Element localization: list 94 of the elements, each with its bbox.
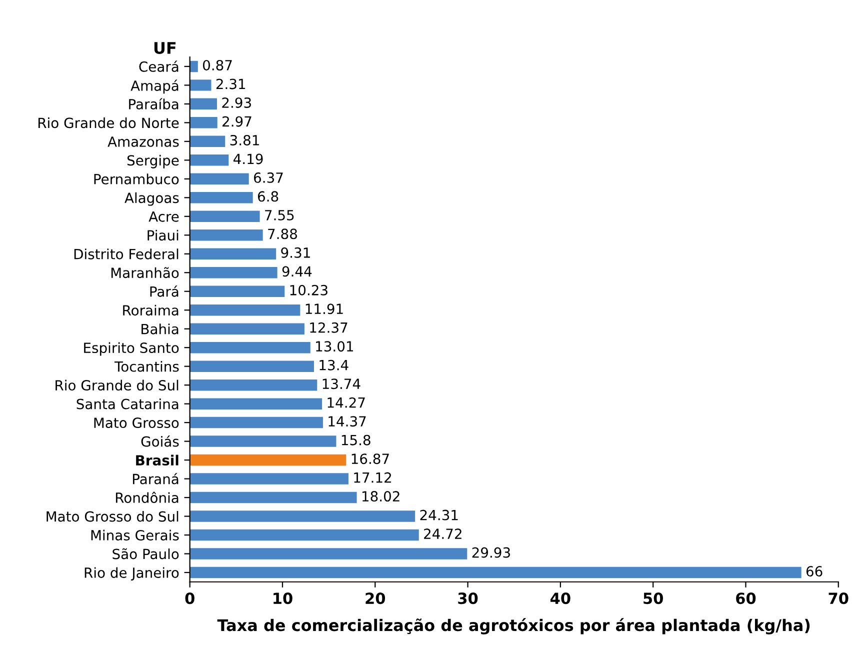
y-tick-label: Pernambuco <box>94 174 179 184</box>
data-label: 14.27 <box>328 397 365 408</box>
x-tick-label: 40 <box>550 592 570 604</box>
data-label: 13.74 <box>322 378 360 390</box>
x-tick-label: 0 <box>185 592 194 604</box>
y-tick-label: Acre <box>148 212 179 222</box>
y-tick-label: Rondônia <box>116 492 178 504</box>
y-tick-label: Alagoas <box>124 192 179 206</box>
data-label: 9.31 <box>281 247 310 258</box>
bar <box>190 473 348 484</box>
y-axis-title: UF <box>154 42 176 54</box>
bar <box>190 529 419 541</box>
data-label: 13.4 <box>320 360 348 370</box>
y-tick-label: Tocantins <box>114 361 179 372</box>
data-label: 6.37 <box>254 172 283 183</box>
y-tick-label: Pará <box>150 286 178 297</box>
y-tick-label: Brasil <box>136 454 178 466</box>
bar <box>190 566 802 578</box>
y-tick-label: Rio Grande do Norte <box>38 117 179 128</box>
y-tick-label: Santa Catarina <box>76 398 178 410</box>
x-tick-label: 30 <box>458 592 478 604</box>
x-tick-label: 20 <box>366 592 386 604</box>
y-tick-label: Bahia <box>142 324 178 334</box>
y-tick-label: Roraima <box>123 304 178 316</box>
bar <box>190 80 212 91</box>
data-label: 11.91 <box>306 304 343 314</box>
y-tick-label: Paraíba <box>129 98 178 110</box>
bar <box>190 210 260 222</box>
data-label: 3.81 <box>230 134 259 146</box>
bar <box>190 248 276 260</box>
data-label: 24.31 <box>420 510 458 520</box>
y-tick-label: São Paulo <box>112 548 179 560</box>
x-tick-label: 10 <box>274 592 292 604</box>
data-label: 2.97 <box>222 116 252 127</box>
y-tick-label: Maranhão <box>111 267 179 278</box>
bar <box>190 548 468 560</box>
bar <box>190 416 323 428</box>
bar <box>190 360 314 372</box>
bar <box>190 154 229 166</box>
data-label: 2.93 <box>222 97 251 108</box>
x-axis-title: Taxa de comercialização de agrotóxicos por área plantada (kg/ha) <box>217 618 810 634</box>
y-tick-label: Amazonas <box>108 136 179 147</box>
data-label: 4.19 <box>234 154 263 164</box>
bar <box>190 454 346 466</box>
y-tick-label: Espirito Santo <box>84 342 179 356</box>
bar <box>190 230 263 241</box>
data-label: 7.88 <box>268 228 297 240</box>
y-tick-label: Piaui <box>148 230 178 241</box>
data-label: 66 <box>806 566 822 577</box>
y-tick-label: Ceará <box>139 60 178 72</box>
bar <box>190 342 310 354</box>
data-label: 17.12 <box>354 472 391 483</box>
data-label: 0.87 <box>202 60 232 70</box>
bar <box>190 117 218 128</box>
data-label: 24.72 <box>424 528 462 539</box>
y-tick-label: Rio de Janeiro <box>84 567 179 581</box>
data-label: 14.37 <box>328 416 366 427</box>
data-label: 15.8 <box>342 434 370 446</box>
y-tick-label: Goiás <box>141 435 179 447</box>
bar <box>190 136 226 148</box>
data-label: 12.37 <box>310 322 348 333</box>
bar <box>190 379 318 391</box>
y-tick-label: Rio Grande do Sul <box>56 380 178 391</box>
bar <box>190 492 357 504</box>
bar <box>190 436 336 447</box>
data-label: 16.87 <box>352 454 389 464</box>
bar <box>190 304 300 316</box>
data-label: 29.93 <box>472 547 510 558</box>
bar <box>190 323 304 334</box>
y-tick-label: Paraná <box>132 472 178 484</box>
bar <box>190 192 253 204</box>
y-tick-label: Minas Gerais <box>91 530 179 540</box>
data-label: 7.55 <box>265 210 294 220</box>
bar <box>190 510 416 522</box>
y-tick-label: Distrito Federal <box>74 248 178 260</box>
bar <box>190 266 278 278</box>
bar <box>190 286 285 297</box>
data-label: 2.31 <box>216 78 246 90</box>
bar <box>190 398 322 410</box>
data-label: 18.02 <box>362 491 400 502</box>
bar <box>190 98 217 110</box>
x-tick-label: 50 <box>644 592 663 604</box>
x-tick-label: 60 <box>736 592 756 604</box>
data-label: 6.8 <box>258 191 278 202</box>
bar <box>190 173 249 185</box>
data-label: 9.44 <box>282 266 312 277</box>
data-label: 10.23 <box>290 284 328 296</box>
y-tick-label: Sergipe <box>127 154 179 168</box>
bar <box>190 60 198 72</box>
y-tick-label: Amapá <box>130 80 178 94</box>
x-tick-label: 70 <box>828 592 848 604</box>
data-label: 13.01 <box>316 341 354 352</box>
y-tick-label: Mato Grosso do Sul <box>46 510 178 522</box>
y-tick-label: Mato Grosso <box>94 418 179 428</box>
